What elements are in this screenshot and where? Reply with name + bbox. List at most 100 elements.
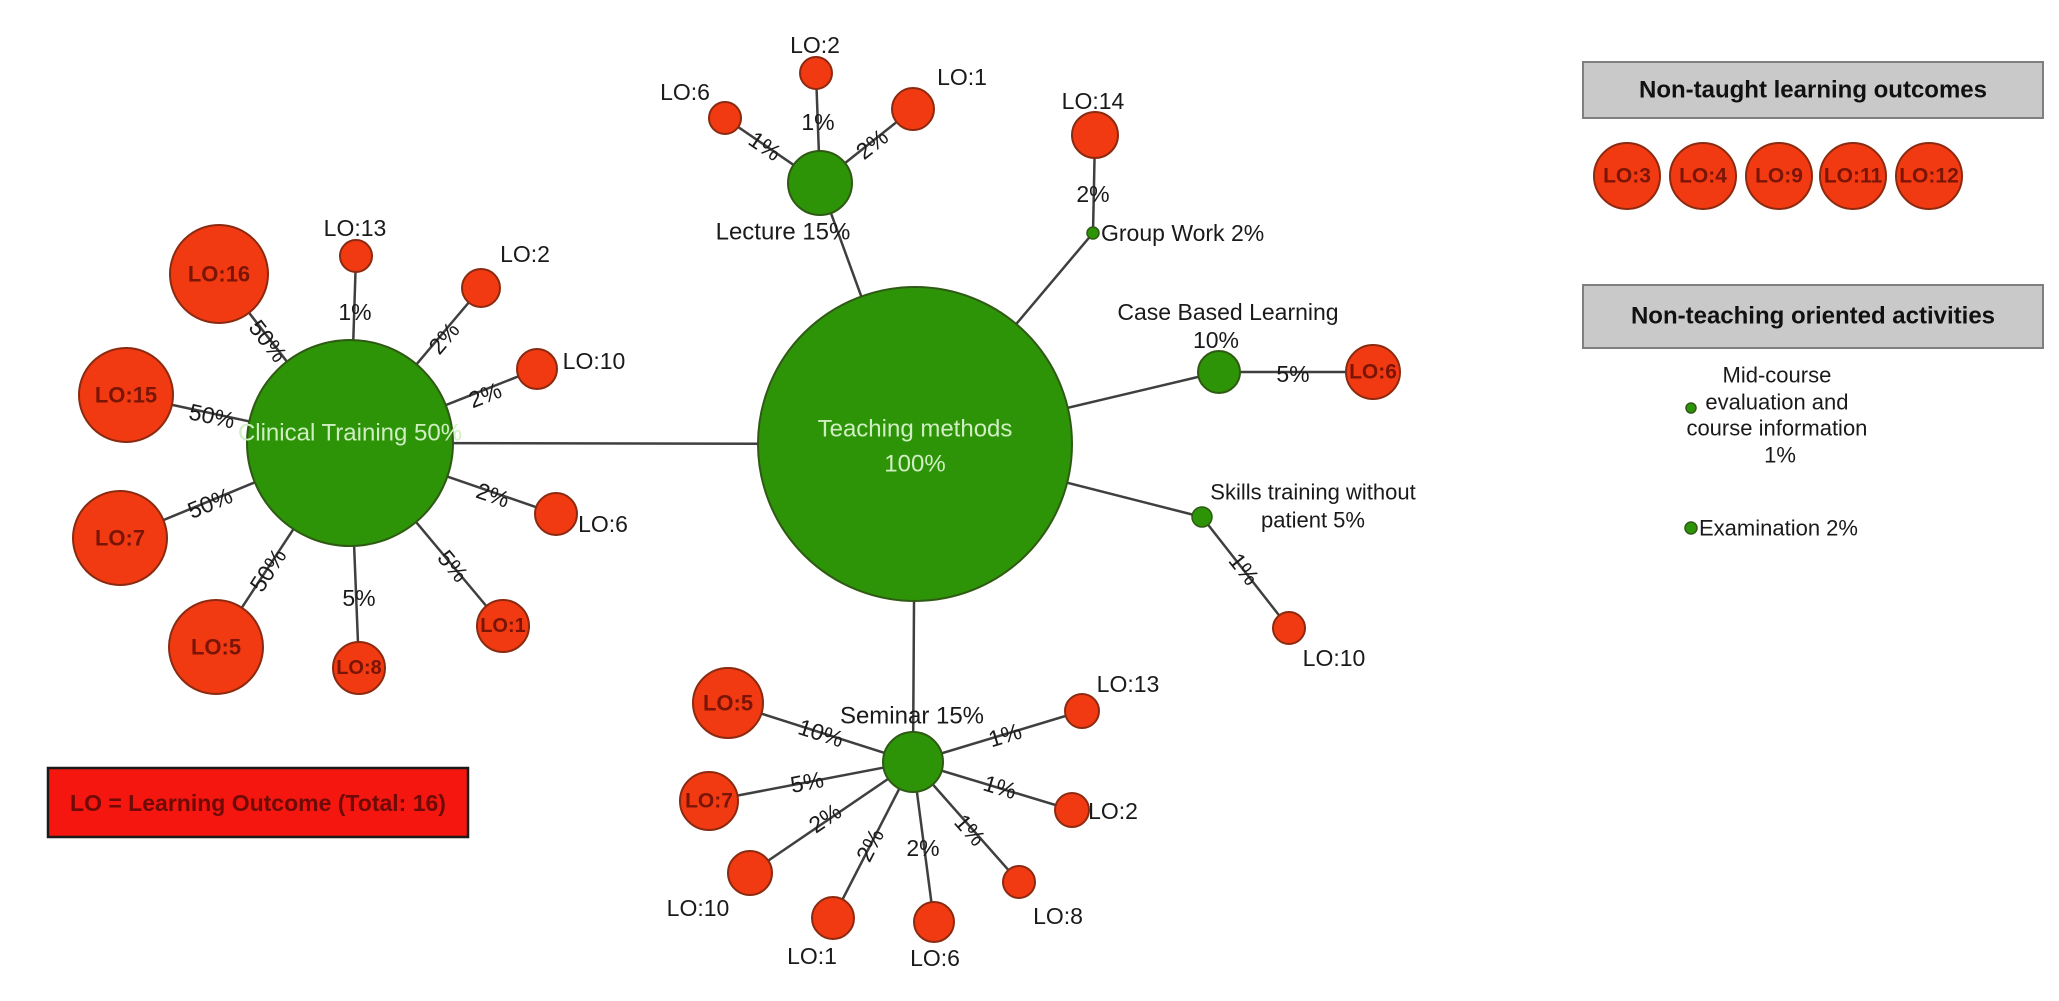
midcourse-activity-label: Mid-course evaluation and course informa…	[1686, 355, 1873, 468]
legend-text: LO = Learning Outcome (Total: 16)	[70, 790, 446, 816]
node-label-cbl: Case Based Learning	[1117, 299, 1338, 325]
node-label-nt_lo3: LO:3	[1603, 165, 1651, 188]
node-c_lo5	[168, 599, 264, 695]
midcourse-line-1: Mid-course	[1723, 363, 1832, 388]
node-c_lo8	[332, 641, 386, 695]
node-label-cbl-1: 10%	[1193, 327, 1239, 353]
node-label-l_lo6: LO:6	[660, 79, 710, 105]
node-label-skills: Skills training without	[1210, 480, 1415, 505]
node-label-se_lo13: LO:13	[1097, 671, 1160, 697]
edge-label-c_lo7: 50%	[184, 482, 236, 524]
node-label-teaching: Teaching methods	[818, 416, 1013, 443]
edge-skills-s_lo10	[1201, 516, 1290, 629]
non-teaching-title: Non-teaching oriented activities	[1631, 303, 1995, 330]
node-label-groupwork: Group Work 2%	[1101, 220, 1264, 246]
node-label-se_lo2: LO:2	[1088, 798, 1138, 824]
node-nt_lo4	[1669, 142, 1737, 210]
midcourse-line-3: course information	[1686, 416, 1867, 441]
node-label-se_lo5: LO:5	[703, 691, 753, 716]
node-label-l_lo2: LO:2	[790, 32, 840, 58]
node-label-se_lo1: LO:1	[787, 943, 837, 969]
node-c_lo1	[476, 599, 530, 653]
node-label-c_lo7: LO:7	[95, 526, 145, 551]
node-label-nt_lo11: LO:11	[1824, 165, 1883, 188]
node-dot_mid	[1685, 402, 1697, 414]
midcourse-line-4: 1%	[1764, 443, 1796, 468]
node-label-c_lo8: LO:8	[336, 657, 382, 679]
node-label-c_lo16: LO:16	[188, 262, 250, 287]
edge-label-c_lo6: 2%	[473, 477, 513, 512]
node-label-s_lo10: LO:10	[1303, 645, 1366, 671]
node-label-c_lo1: LO:1	[480, 615, 526, 637]
side-panel: Non-taught learning outcomes Non-teachin…	[1582, 61, 2044, 541]
node-nt_lo11	[1819, 142, 1887, 210]
node-label-clinical: Clinical Training 50%	[238, 420, 462, 447]
node-dot_exam	[1684, 521, 1698, 535]
node-c_lo10	[516, 348, 558, 390]
edge-label-se_lo6: 2%	[906, 835, 939, 861]
node-label-c_lo2: LO:2	[500, 241, 550, 267]
legend-box-rect	[46, 766, 470, 839]
node-c_lo16	[169, 224, 269, 324]
node-se_lo6	[913, 901, 955, 943]
examination-activity-label: Examination 2%	[1699, 516, 1858, 541]
node-se_lo5	[692, 667, 764, 739]
node-skills	[1191, 506, 1213, 528]
node-label-nt_lo4: LO:4	[1679, 165, 1727, 188]
edge-label-cb_lo6: 5%	[1276, 361, 1309, 387]
non-taught-box	[1582, 61, 2044, 119]
edge-seminar-se_lo10	[749, 760, 914, 875]
node-c_lo13	[339, 239, 373, 273]
node-clinical	[246, 339, 454, 547]
node-label-c_lo6: LO:6	[578, 511, 628, 537]
edge-label-c_lo10: 2%	[465, 377, 505, 413]
node-label-c_lo10: LO:10	[563, 348, 626, 374]
node-se_lo8	[1002, 865, 1036, 899]
node-nt_lo3	[1593, 142, 1661, 210]
node-se_lo1	[811, 896, 855, 940]
midcourse-line-2: evaluation and	[1705, 390, 1848, 415]
edge-label-c_lo1: 5%	[432, 545, 473, 587]
node-label-skills-1: patient 5%	[1261, 508, 1365, 533]
node-label-nt_lo9: LO:9	[1755, 165, 1803, 188]
node-label-lecture: Lecture 15%	[716, 219, 851, 246]
node-label-l_lo1: LO:1	[937, 64, 987, 90]
node-se_lo10	[727, 850, 773, 896]
node-label-se_lo7: LO:7	[685, 790, 733, 813]
edge-label-c_lo8: 5%	[342, 585, 375, 611]
node-label-g_lo14: LO:14	[1062, 88, 1125, 114]
node-s_lo10	[1272, 611, 1306, 645]
edge-label-c_lo2: 2%	[423, 317, 464, 359]
edge-label-c_lo15: 50%	[187, 398, 237, 433]
node-groupwork	[1086, 226, 1100, 240]
node-label-se_lo6: LO:6	[910, 945, 960, 971]
node-label-teaching-1: 100%	[884, 451, 945, 478]
node-teaching	[757, 286, 1073, 602]
node-g_lo14	[1071, 111, 1119, 159]
edge-label-c_lo13: 1%	[338, 299, 371, 325]
edge-label-se_lo13: 1%	[985, 718, 1024, 753]
node-cbl	[1197, 350, 1241, 394]
node-se_lo13	[1064, 693, 1100, 729]
edge-label-se_lo7: 5%	[788, 766, 826, 798]
node-lecture	[787, 150, 853, 216]
node-label-c_lo5: LO:5	[191, 635, 241, 660]
node-se_lo7	[679, 771, 739, 831]
edge-label-l_lo6: 1%	[744, 126, 786, 166]
edge-label-g_lo14: 2%	[1076, 181, 1109, 207]
node-c_lo15	[78, 347, 174, 443]
node-label-c_lo13: LO:13	[324, 215, 387, 241]
node-label-nt_lo12: LO:12	[1899, 165, 1959, 188]
node-nt_lo9	[1745, 142, 1813, 210]
node-se_lo2	[1054, 792, 1090, 828]
edge-label-l_lo2: 1%	[801, 109, 834, 135]
non-taught-title: Non-taught learning outcomes	[1639, 77, 1987, 104]
node-c_lo7	[72, 490, 168, 586]
edge-seminar-se_lo7	[708, 760, 914, 803]
node-label-cb_lo6: LO:6	[1349, 361, 1397, 384]
node-c_lo2	[461, 268, 501, 308]
node-seminar	[882, 731, 944, 793]
node-l_lo6	[708, 101, 742, 135]
node-nt_lo12	[1895, 142, 1963, 210]
